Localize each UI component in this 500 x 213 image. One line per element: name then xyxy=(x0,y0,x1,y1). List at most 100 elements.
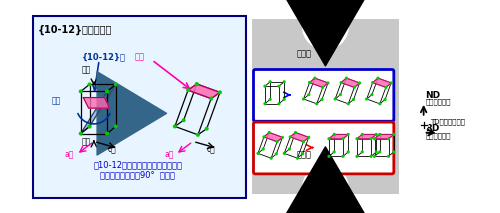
Circle shape xyxy=(114,124,118,128)
Circle shape xyxy=(334,98,336,101)
Circle shape xyxy=(307,93,310,96)
Text: 圧縮: 圧縮 xyxy=(82,137,90,146)
Polygon shape xyxy=(264,132,282,142)
Circle shape xyxy=(326,81,330,85)
Circle shape xyxy=(345,77,348,80)
Circle shape xyxy=(88,124,92,128)
Text: 圧縮: 圧縮 xyxy=(82,65,90,74)
Polygon shape xyxy=(357,134,376,139)
Text: TD（板幅方向）: TD（板幅方向） xyxy=(430,118,465,125)
FancyBboxPatch shape xyxy=(32,16,246,199)
Circle shape xyxy=(370,93,374,96)
Circle shape xyxy=(268,80,272,83)
Circle shape xyxy=(288,135,292,138)
Text: （板厚方向）: （板厚方向） xyxy=(426,99,451,105)
Text: c軸: c軸 xyxy=(206,145,215,154)
Circle shape xyxy=(275,152,278,155)
Circle shape xyxy=(313,77,316,80)
Circle shape xyxy=(387,155,390,158)
Text: a軸: a軸 xyxy=(64,150,74,159)
Circle shape xyxy=(218,90,222,94)
Circle shape xyxy=(209,96,213,101)
Circle shape xyxy=(276,140,278,143)
Circle shape xyxy=(346,102,350,105)
Circle shape xyxy=(307,136,310,139)
Circle shape xyxy=(378,102,382,105)
Circle shape xyxy=(114,82,118,86)
Circle shape xyxy=(270,157,272,160)
Circle shape xyxy=(302,140,305,143)
Circle shape xyxy=(315,102,318,105)
Text: ロール: ロール xyxy=(318,19,333,28)
Polygon shape xyxy=(341,78,359,87)
Circle shape xyxy=(262,135,266,138)
Text: 底面: 底面 xyxy=(134,53,144,62)
Circle shape xyxy=(196,133,200,137)
Circle shape xyxy=(186,88,190,92)
Circle shape xyxy=(392,150,396,154)
Circle shape xyxy=(356,137,358,140)
Circle shape xyxy=(302,4,348,49)
Text: 回転: 回転 xyxy=(120,118,130,127)
Circle shape xyxy=(346,133,350,136)
Text: c軸: c軸 xyxy=(108,145,116,154)
Circle shape xyxy=(387,137,390,140)
Circle shape xyxy=(371,81,374,84)
Circle shape xyxy=(78,89,83,94)
Circle shape xyxy=(340,81,342,84)
Circle shape xyxy=(378,133,382,136)
Circle shape xyxy=(365,98,368,101)
Polygon shape xyxy=(290,132,308,142)
Circle shape xyxy=(296,157,299,160)
Text: a軸: a軸 xyxy=(164,150,173,159)
Circle shape xyxy=(358,81,361,85)
Circle shape xyxy=(370,137,372,140)
Circle shape xyxy=(308,81,311,84)
Circle shape xyxy=(182,118,186,122)
Circle shape xyxy=(288,147,291,151)
Circle shape xyxy=(264,102,266,105)
Circle shape xyxy=(320,98,324,101)
Text: が回転（底面が約90°  回転）: が回転（底面が約90° 回転） xyxy=(100,170,175,179)
Text: 圧縮力: 圧縮力 xyxy=(297,49,312,58)
Text: 圧縮力: 圧縮力 xyxy=(297,150,312,159)
Text: 回転: 回転 xyxy=(52,97,61,106)
Circle shape xyxy=(384,86,388,89)
Circle shape xyxy=(328,137,330,140)
Polygon shape xyxy=(84,98,110,108)
Circle shape xyxy=(352,98,355,101)
Circle shape xyxy=(392,133,396,136)
Circle shape xyxy=(390,81,392,85)
Text: RD: RD xyxy=(426,124,440,133)
Circle shape xyxy=(282,98,286,101)
Circle shape xyxy=(173,124,177,128)
Polygon shape xyxy=(374,134,394,139)
Circle shape xyxy=(342,155,344,158)
Circle shape xyxy=(374,133,378,136)
Circle shape xyxy=(105,89,109,94)
Circle shape xyxy=(374,150,378,154)
Circle shape xyxy=(264,85,266,88)
Circle shape xyxy=(302,98,305,101)
Circle shape xyxy=(268,98,272,101)
Circle shape xyxy=(420,120,428,129)
Circle shape xyxy=(339,93,342,96)
Circle shape xyxy=(360,150,364,154)
Text: {10-12}面: {10-12}面 xyxy=(82,53,126,62)
Circle shape xyxy=(332,133,336,136)
Circle shape xyxy=(321,86,324,89)
Circle shape xyxy=(88,82,92,86)
Polygon shape xyxy=(188,84,220,99)
Circle shape xyxy=(356,155,358,158)
Text: （圧延方向）: （圧延方向） xyxy=(426,132,451,139)
Circle shape xyxy=(328,155,330,158)
Circle shape xyxy=(278,85,280,88)
Circle shape xyxy=(370,155,372,158)
Circle shape xyxy=(373,137,376,140)
Text: ND: ND xyxy=(426,91,440,99)
Text: ［10-12］面を軸として結晶上半分: ［10-12］面を軸として結晶上半分 xyxy=(93,161,182,170)
Circle shape xyxy=(301,152,304,155)
Circle shape xyxy=(352,86,356,89)
Circle shape xyxy=(256,152,260,155)
Circle shape xyxy=(360,133,364,136)
